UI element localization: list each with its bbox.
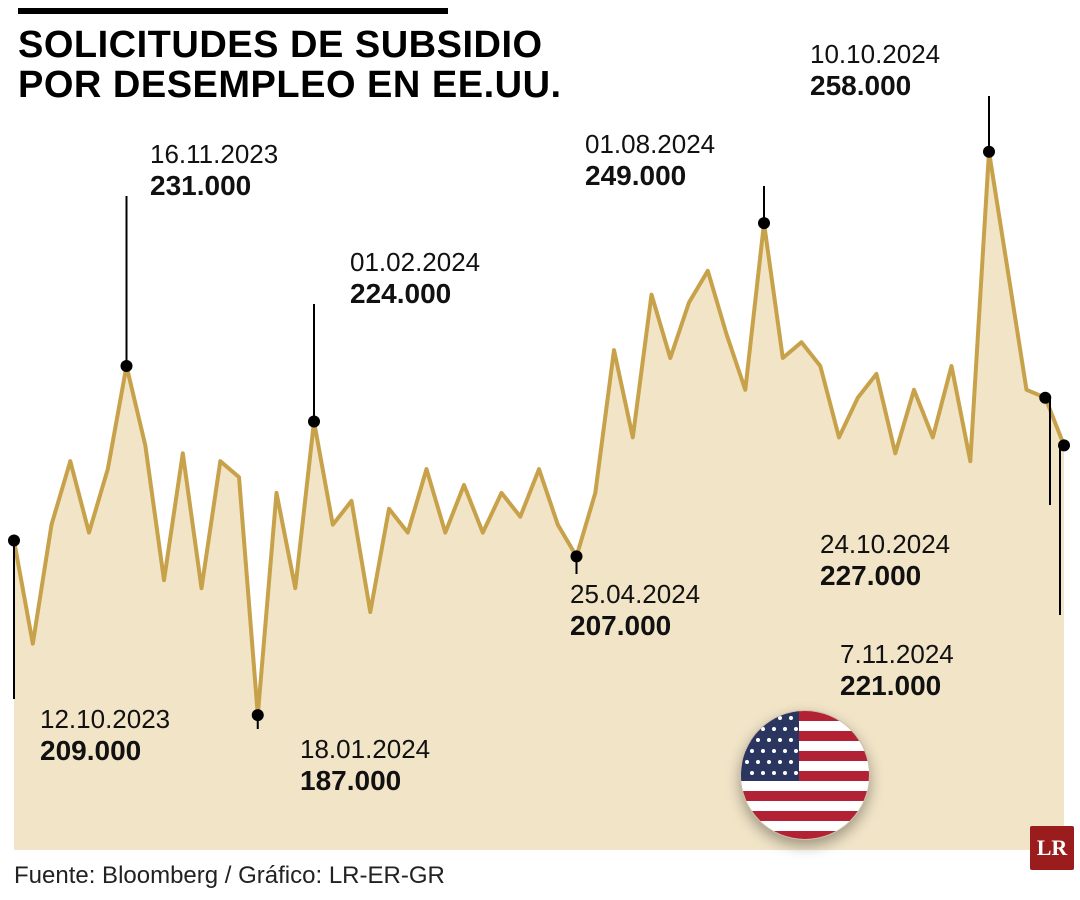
callout-value: 231.000 xyxy=(150,170,278,202)
callout-date: 10.10.2024 xyxy=(810,40,940,70)
callout: 25.04.2024207.000 xyxy=(570,580,700,642)
callout-value: 258.000 xyxy=(810,70,940,102)
callout-date: 16.11.2023 xyxy=(150,140,278,170)
callout-date: 01.08.2024 xyxy=(585,130,715,160)
callout-value: 221.000 xyxy=(840,670,954,702)
callout: 01.02.2024224.000 xyxy=(350,248,480,310)
callout: 16.11.2023231.000 xyxy=(150,140,278,202)
callout-date: 18.01.2024 xyxy=(300,735,430,765)
source-credit: Fuente: Bloomberg / Gráfico: LR-ER-GR xyxy=(14,862,445,890)
callout-value: 209.000 xyxy=(40,735,170,767)
callout: 10.10.2024258.000 xyxy=(810,40,940,102)
callout: 24.10.2024227.000 xyxy=(820,530,950,592)
callout: 12.10.2023209.000 xyxy=(40,705,170,767)
publisher-badge-label: LR xyxy=(1037,835,1068,861)
publisher-badge: LR xyxy=(1030,826,1074,870)
callout-value: 224.000 xyxy=(350,278,480,310)
callout: 18.01.2024187.000 xyxy=(300,735,430,797)
callout-date: 7.11.2024 xyxy=(840,640,954,670)
callout: 7.11.2024221.000 xyxy=(840,640,954,702)
callout-date: 12.10.2023 xyxy=(40,705,170,735)
callout-value: 187.000 xyxy=(300,765,430,797)
callout-value: 249.000 xyxy=(585,160,715,192)
us-flag-icon xyxy=(740,710,870,840)
callout-value: 227.000 xyxy=(820,560,950,592)
callout: 01.08.2024249.000 xyxy=(585,130,715,192)
callout-date: 24.10.2024 xyxy=(820,530,950,560)
callout-date: 01.02.2024 xyxy=(350,248,480,278)
callout-value: 207.000 xyxy=(570,610,700,642)
callout-date: 25.04.2024 xyxy=(570,580,700,610)
